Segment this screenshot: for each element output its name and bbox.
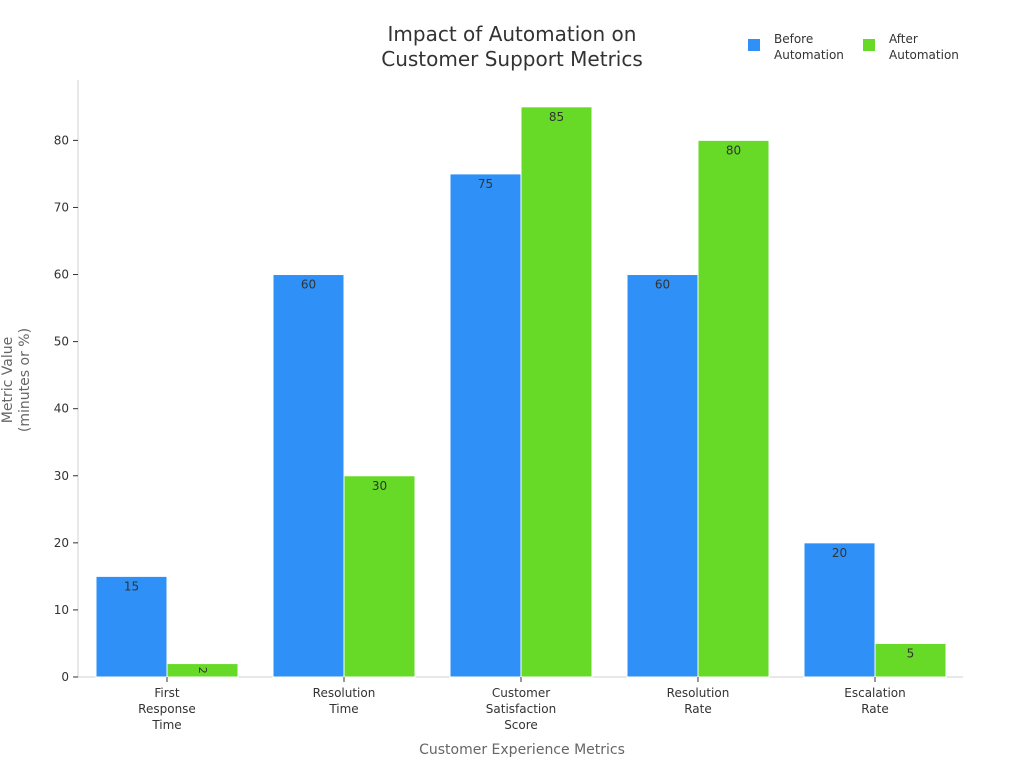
legend-swatch-before — [748, 39, 760, 51]
x-tick-label-0: First Response Time — [138, 686, 196, 732]
data-label-after-4: 5 — [907, 646, 915, 660]
y-tick-label-0: 0 — [61, 670, 69, 684]
legend: Before Automation After Automation — [748, 31, 1008, 65]
x-tick-label-2: Customer Satisfaction Score — [485, 686, 557, 732]
bar-before-1 — [272, 274, 345, 678]
bar-before-3 — [626, 274, 699, 678]
data-label-before-1: 60 — [301, 278, 316, 292]
data-label-before-3: 60 — [655, 278, 670, 292]
y-tick-label-30: 30 — [54, 469, 69, 483]
data-label-before-4: 20 — [832, 546, 847, 560]
data-label-before-2: 75 — [478, 177, 493, 191]
y-tick-label-60: 60 — [54, 268, 69, 282]
bar-before-2 — [449, 173, 522, 678]
x-axis-title: Customer Experience Metrics — [419, 742, 625, 758]
data-label-before-0: 15 — [124, 579, 139, 593]
bar-before-4 — [803, 542, 876, 678]
y-tick-label-70: 70 — [54, 200, 69, 214]
legend-swatch-after — [863, 39, 875, 51]
x-tick-label-4: Escalation Rate — [844, 686, 906, 716]
legend-label-before: Before Automation — [774, 32, 844, 62]
bar-after-0 — [166, 663, 239, 678]
bar-after-1 — [343, 475, 416, 678]
chart-title: Impact of Automation on Customer Support… — [381, 22, 643, 71]
data-label-after-3: 80 — [726, 143, 741, 157]
data-label-after-0: 2 — [196, 667, 209, 674]
legend-label-after: After Automation — [889, 32, 959, 62]
bar-before-0 — [95, 575, 168, 678]
x-tick-label-3: Resolution Rate — [666, 686, 730, 716]
y-tick-label-50: 50 — [54, 335, 69, 349]
data-label-after-2: 85 — [549, 110, 564, 124]
bar-after-2 — [520, 106, 593, 678]
bar-after-3 — [697, 139, 770, 678]
y-tick-label-80: 80 — [54, 133, 69, 147]
y-tick-label-40: 40 — [54, 402, 69, 416]
data-label-after-1: 30 — [372, 479, 387, 493]
y-tick-label-10: 10 — [54, 603, 69, 617]
x-tick-label-1: Resolution Time — [312, 686, 376, 716]
bar-after-4 — [874, 642, 947, 678]
y-tick-label-20: 20 — [54, 536, 69, 550]
